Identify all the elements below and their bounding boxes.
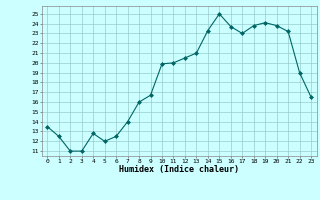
X-axis label: Humidex (Indice chaleur): Humidex (Indice chaleur)	[119, 165, 239, 174]
